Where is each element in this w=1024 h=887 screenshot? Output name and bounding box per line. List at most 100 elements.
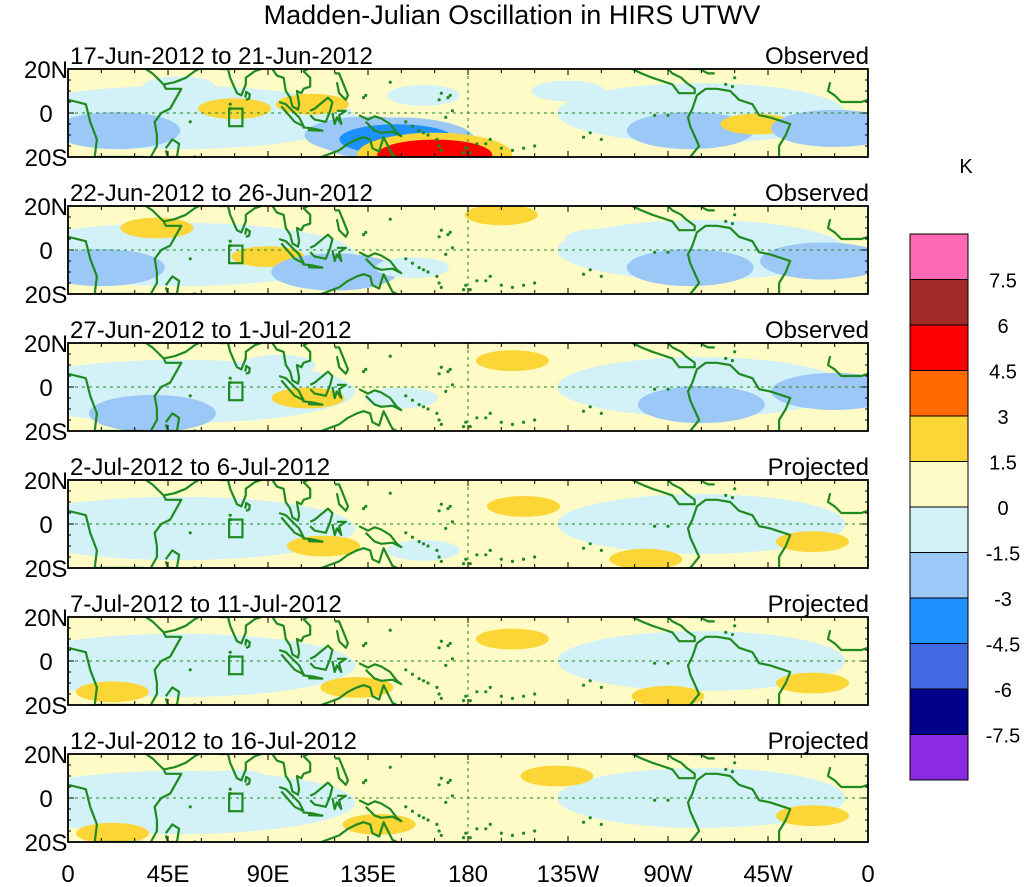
coastline: [686, 87, 792, 157]
island-dot: [404, 805, 408, 809]
island-dot: [581, 409, 586, 413]
island-dot: [653, 387, 657, 391]
island-dot: [464, 420, 468, 424]
island-dot: [188, 805, 192, 809]
coastline: [271, 206, 312, 248]
y-tick-label: 20N: [24, 57, 68, 84]
island-dot: [724, 356, 728, 360]
coastline: [320, 684, 398, 705]
coastline: [309, 370, 334, 397]
island-dot: [439, 91, 443, 95]
island-dot: [588, 405, 592, 409]
island-dot: [439, 696, 443, 701]
island-dot: [533, 829, 537, 833]
y-tick-label: 20N: [24, 742, 68, 769]
colorbar-label: 6: [997, 316, 1008, 338]
coastline: [331, 520, 347, 537]
coastline: [631, 480, 696, 506]
island-dot: [533, 555, 537, 559]
island-dot: [426, 407, 430, 411]
island-dot: [448, 230, 452, 234]
coastline: [278, 237, 305, 265]
coastline: [334, 757, 350, 786]
island-dot: [533, 418, 537, 422]
island-dot: [510, 285, 515, 289]
y-tick-label: 0: [39, 786, 52, 813]
island-dot: [599, 685, 603, 690]
coastline: [278, 374, 305, 402]
island-dot: [468, 699, 472, 703]
island-dot: [588, 816, 592, 820]
island-dot: [730, 359, 735, 363]
y-tick-label: 0: [39, 375, 52, 402]
coastline: [309, 233, 334, 260]
coastline: [686, 498, 792, 568]
anomaly-blob: [475, 350, 549, 371]
island-dot: [421, 268, 426, 272]
panel-status: Projected: [768, 454, 869, 481]
coastline: [331, 109, 347, 126]
island-dot: [666, 387, 670, 391]
island-dot: [475, 553, 479, 557]
panel-period: 12-Jul-2012 to 16-Jul-2012: [70, 728, 357, 755]
panel-status: Observed: [765, 317, 869, 344]
island-dot: [464, 283, 468, 287]
coastline: [686, 635, 792, 705]
coastline: [826, 81, 868, 104]
y-tick-label: 20N: [24, 331, 68, 358]
anomaly-blob: [475, 628, 549, 650]
coastline: [320, 273, 398, 294]
island-dot: [461, 288, 466, 292]
island-dot: [510, 833, 515, 838]
island-dot: [446, 370, 450, 374]
island-dot: [417, 403, 421, 407]
coastline: [302, 263, 324, 269]
anomaly-blob: [120, 217, 194, 239]
coastlines: [68, 480, 868, 568]
colorbar-swatch: [909, 552, 969, 599]
coastline: [68, 754, 183, 842]
island-dot: [364, 504, 368, 508]
anomaly-blob: [75, 681, 149, 703]
island-dot: [426, 270, 430, 274]
island-dot: [733, 350, 737, 354]
coastline: [278, 648, 305, 676]
island-dot: [437, 418, 441, 422]
island-dot: [388, 217, 392, 221]
island-dot: [588, 268, 592, 272]
island-dot: [475, 416, 479, 420]
index-region-box: [228, 107, 244, 128]
island-dot: [521, 831, 526, 835]
island-dot: [410, 261, 415, 265]
island-dot: [439, 502, 443, 506]
island-dot: [361, 507, 366, 511]
island-dot: [666, 798, 670, 802]
island-dot: [666, 113, 670, 117]
island-dot: [417, 540, 421, 544]
island-dot: [446, 644, 450, 648]
map-panel: [67, 479, 869, 569]
coastline: [686, 224, 792, 294]
island-dot: [488, 137, 492, 141]
coastline: [358, 662, 403, 686]
island-dot: [733, 761, 737, 765]
island-dot: [724, 767, 728, 772]
anomaly-field: [68, 617, 868, 705]
coastline: [278, 511, 305, 539]
anomaly-blob: [287, 535, 361, 557]
island-dot: [426, 818, 430, 822]
coastline: [163, 754, 200, 771]
island-dot: [653, 250, 657, 254]
island-dot: [444, 115, 448, 119]
island-dot: [421, 131, 426, 135]
coastline: [684, 343, 715, 349]
island-dot: [521, 283, 526, 287]
coastline: [826, 218, 868, 241]
coastline: [163, 206, 200, 223]
island-dot: [733, 76, 737, 80]
coastline: [302, 400, 324, 406]
island-dot: [599, 411, 603, 415]
island-dot: [188, 120, 192, 124]
anomaly-blob: [698, 776, 772, 798]
